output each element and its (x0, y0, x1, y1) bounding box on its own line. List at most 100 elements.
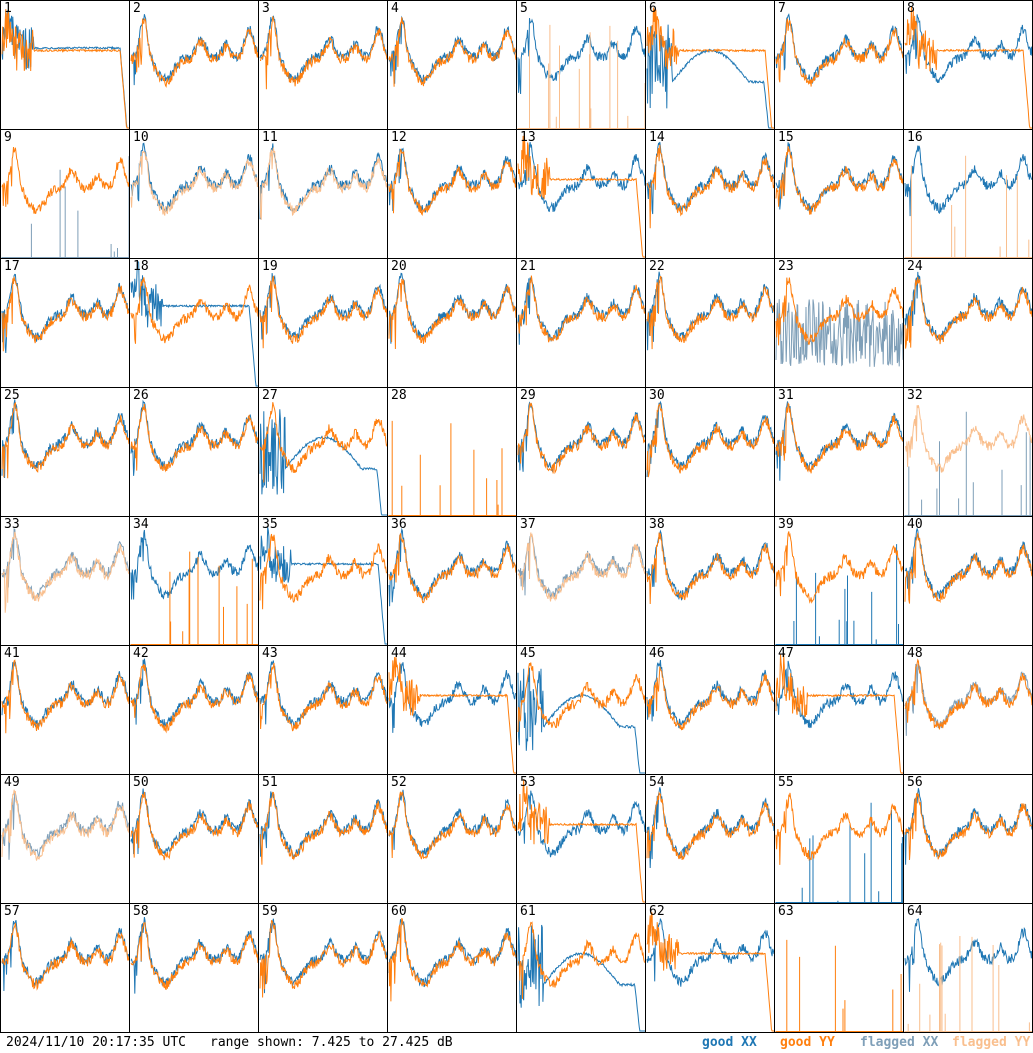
panel-plot-63 (775, 939, 903, 1032)
legend-flagged-yy: flagged YY (952, 1035, 1031, 1050)
panel-label-44: 44 (391, 646, 407, 661)
series-yy-11 (259, 147, 387, 220)
panel-plot-47 (775, 654, 903, 774)
series-yy-6 (646, 7, 774, 129)
series-yy-29 (517, 402, 645, 475)
panel-plot-11 (259, 143, 387, 220)
panel-11: 11 (258, 129, 388, 259)
panel-plot-5 (517, 18, 645, 129)
panel-plot-42 (130, 658, 258, 734)
panel-label-49: 49 (4, 775, 20, 790)
series-xx-32 (904, 411, 1032, 516)
panel-plot-8 (904, 6, 1032, 129)
panel-label-8: 8 (907, 1, 915, 16)
panel-label-9: 9 (4, 130, 12, 145)
footer: 2024/11/10 20:17:35 UTC range shown: 7.4… (0, 1033, 1033, 1053)
panel-58: 58 (129, 903, 259, 1033)
panel-plot-21 (517, 275, 645, 345)
series-xx-14 (646, 141, 774, 215)
panel-plot-62 (646, 911, 774, 1032)
series-yy-54 (646, 791, 774, 860)
panel-plot-34 (130, 529, 258, 645)
series-yy-57 (1, 922, 129, 991)
panel-16: 16 (903, 129, 1033, 259)
panel-label-42: 42 (133, 646, 149, 661)
legend-good-yy: good YY (780, 1035, 835, 1050)
panel-label-12: 12 (391, 130, 407, 145)
panel-57: 57 (0, 903, 130, 1033)
panel-label-60: 60 (391, 904, 407, 919)
panel-29: 29 (516, 387, 646, 517)
panel-label-33: 33 (4, 517, 20, 532)
panel-4: 4 (387, 0, 517, 130)
series-xx-19 (259, 273, 387, 340)
panel-30: 30 (645, 387, 775, 517)
panel-62: 62 (645, 903, 775, 1033)
panel-label-35: 35 (262, 517, 278, 532)
panel-34: 34 (129, 516, 259, 646)
series-yy-37 (517, 532, 645, 602)
series-xx-18 (130, 259, 258, 387)
panel-24: 24 (903, 258, 1033, 388)
series-yy-19 (259, 275, 387, 349)
panel-63: 63 (774, 903, 904, 1033)
panel-37: 37 (516, 516, 646, 646)
panel-label-14: 14 (649, 130, 665, 145)
panel-49: 49 (0, 774, 130, 904)
panel-label-59: 59 (262, 904, 278, 919)
panel-50: 50 (129, 774, 259, 904)
panel-plot-6 (646, 7, 774, 129)
panel-label-61: 61 (520, 904, 536, 919)
panel-label-52: 52 (391, 775, 407, 790)
panel-plot-27 (259, 402, 387, 516)
series-yy-49 (1, 789, 129, 861)
series-yy-58 (130, 922, 258, 991)
panel-15: 15 (774, 129, 904, 259)
panel-55: 55 (774, 774, 904, 904)
panel-32: 32 (903, 387, 1033, 517)
panel-label-29: 29 (520, 388, 536, 403)
series-xx-48 (904, 663, 1032, 736)
panel-label-13: 13 (520, 130, 536, 145)
series-yy-32 (904, 405, 1032, 473)
panel-label-47: 47 (778, 646, 794, 661)
panel-label-51: 51 (262, 775, 278, 790)
series-yy-3 (260, 16, 387, 90)
panel-2: 2 (129, 0, 259, 130)
series-yy-27 (259, 402, 387, 483)
panel-label-23: 23 (778, 259, 794, 274)
panel-label-53: 53 (520, 775, 536, 790)
panel-plot-4 (388, 15, 516, 87)
series-xx-27 (259, 409, 387, 516)
panel-plot-50 (130, 788, 258, 861)
panel-plot-29 (517, 401, 645, 475)
series-yy-34 (130, 551, 258, 645)
panel-plot-61 (517, 921, 645, 1032)
series-yy-64 (904, 936, 1032, 1032)
series-yy-46 (646, 666, 774, 731)
panel-plot-43 (259, 660, 387, 732)
panel-plot-54 (646, 787, 774, 869)
series-yy-48 (904, 658, 1032, 730)
panel-plot-37 (517, 532, 645, 602)
series-xx-10 (130, 142, 258, 213)
panel-label-46: 46 (649, 646, 665, 661)
panel-label-18: 18 (133, 259, 149, 274)
series-yy-26 (130, 404, 258, 473)
panel-plot-20 (388, 272, 516, 350)
series-yy-23 (775, 277, 903, 346)
panel-47: 47 (774, 645, 904, 775)
series-xx-61 (517, 924, 645, 1032)
series-xx-5 (517, 18, 645, 95)
panel-43: 43 (258, 645, 388, 775)
panel-plot-38 (646, 529, 774, 605)
panel-5: 5 (516, 0, 646, 130)
series-yy-56 (904, 792, 1032, 861)
panel-plot-22 (646, 271, 774, 351)
panel-label-56: 56 (907, 775, 923, 790)
series-yy-35 (259, 533, 387, 610)
series-yy-10 (130, 150, 258, 216)
panel-label-31: 31 (778, 388, 794, 403)
panel-plot-9 (1, 147, 129, 258)
series-yy-41 (1, 659, 129, 734)
